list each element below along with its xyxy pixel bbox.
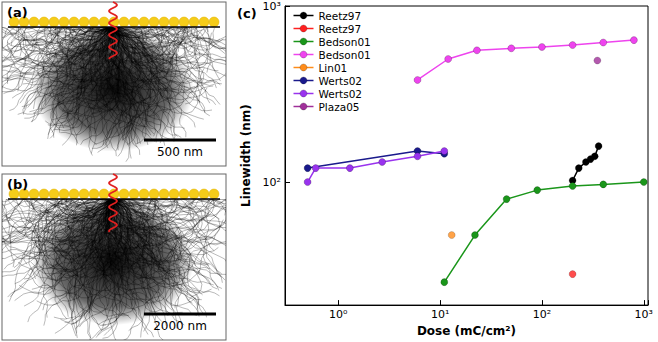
svg-text:10²: 10² [533, 308, 551, 321]
svg-text:Linewidth (nm): Linewidth (nm) [239, 104, 253, 207]
svg-text:Bedson01: Bedson01 [319, 49, 371, 61]
svg-text:2000 nm: 2000 nm [153, 319, 207, 333]
svg-text:10⁰: 10⁰ [329, 308, 348, 321]
svg-text:(b): (b) [7, 177, 28, 192]
svg-text:Reetz97: Reetz97 [319, 10, 362, 22]
svg-text:Werts02: Werts02 [319, 88, 363, 100]
svg-text:(c): (c) [237, 6, 257, 21]
svg-text:10³: 10³ [263, 0, 281, 13]
svg-text:Bedson01: Bedson01 [319, 36, 371, 48]
svg-text:(a): (a) [7, 5, 28, 20]
svg-text:Reetz97: Reetz97 [319, 23, 362, 35]
svg-text:Plaza05: Plaza05 [319, 101, 360, 113]
svg-text:500 nm: 500 nm [157, 145, 203, 159]
svg-text:10¹: 10¹ [431, 308, 449, 321]
svg-text:10³: 10³ [635, 308, 653, 321]
svg-text:Werts02: Werts02 [319, 75, 363, 87]
svg-text:Dose (mC/cm²): Dose (mC/cm²) [417, 324, 516, 338]
svg-text:Lin01: Lin01 [319, 62, 348, 74]
svg-text:10²: 10² [263, 176, 281, 189]
